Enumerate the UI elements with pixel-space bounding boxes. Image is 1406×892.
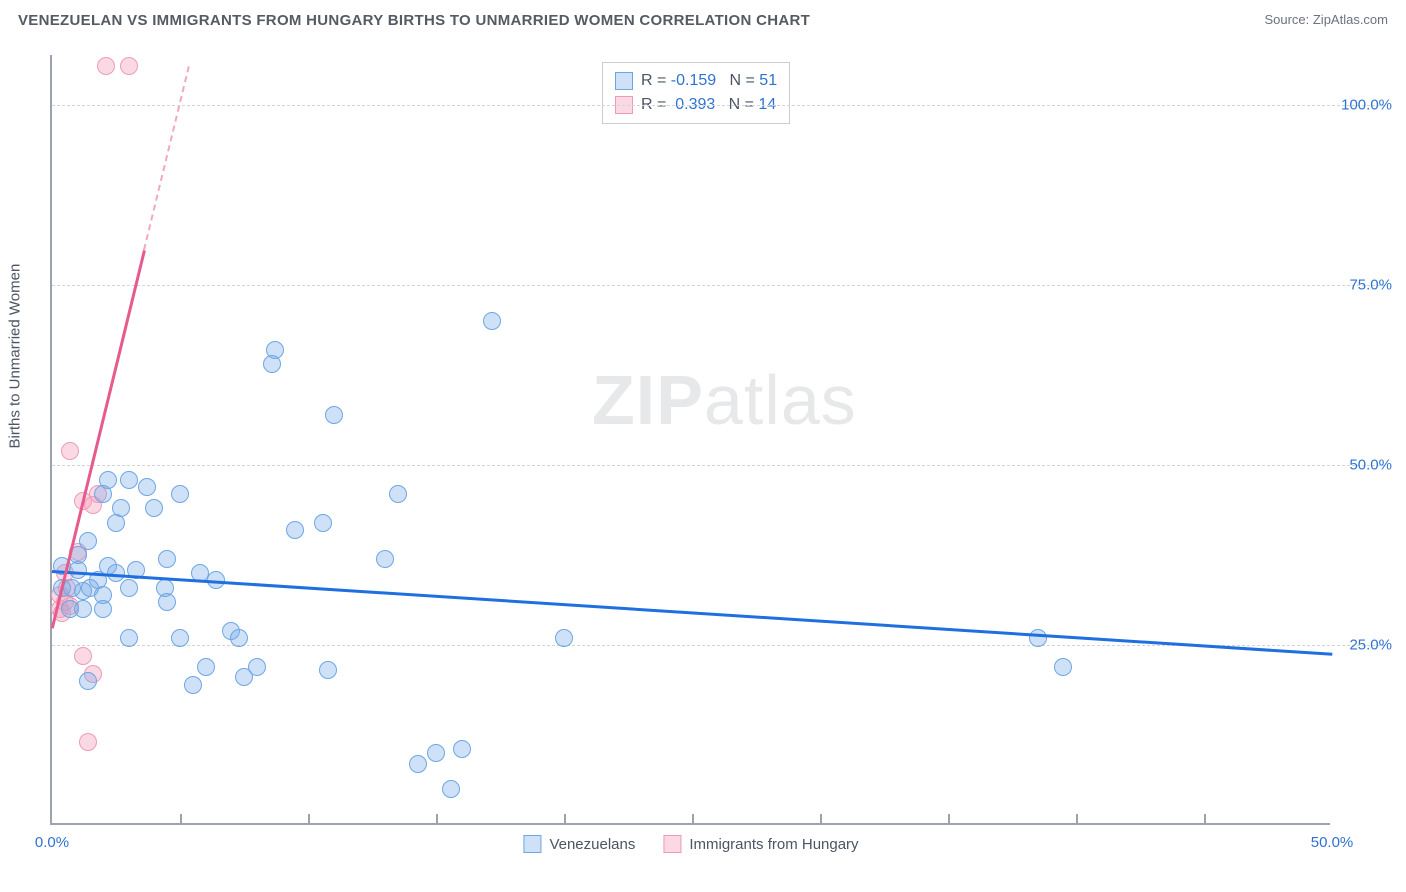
data-point [442,780,460,798]
data-point [145,499,163,517]
source-prefix: Source: [1264,12,1312,27]
data-point [120,57,138,75]
gridline-horizontal [52,465,1385,466]
chart-title: VENEZUELAN VS IMMIGRANTS FROM HUNGARY BI… [18,12,810,29]
data-point [112,499,130,517]
data-point [120,579,138,597]
data-point [248,658,266,676]
x-minor-tick [308,814,310,824]
data-point [61,442,79,460]
data-point [1054,658,1072,676]
series-legend: Venezuelans Immigrants from Hungary [523,835,858,853]
source-name: ZipAtlas.com [1313,12,1388,27]
x-minor-tick [948,814,950,824]
watermark-rest: atlas [704,361,857,439]
legend-swatch [615,72,633,90]
stats-legend: R = -0.159 N = 51R = 0.393 N = 14 [602,62,790,124]
data-point [97,57,115,75]
data-point [79,532,97,550]
data-point [79,672,97,690]
data-point [74,647,92,665]
legend-item: Venezuelans [523,835,635,853]
data-point [427,744,445,762]
data-point [158,550,176,568]
data-point [453,740,471,758]
watermark: ZIPatlas [592,360,857,440]
watermark-bold: ZIP [592,361,704,439]
regression-line-extension [143,67,190,251]
x-tick-label: 50.0% [1311,834,1354,851]
legend-swatch [523,835,541,853]
legend-item: Immigrants from Hungary [663,835,858,853]
data-point [74,600,92,618]
data-point [138,478,156,496]
legend-label: Venezuelans [549,836,635,853]
data-point [389,485,407,503]
scatter-plot-area: ZIPatlas R = -0.159 N = 51R = 0.393 N = … [50,55,1330,825]
legend-label: Immigrants from Hungary [689,836,858,853]
y-tick-label: 50.0% [1337,457,1392,474]
data-point [94,600,112,618]
data-point [171,629,189,647]
data-point [99,471,117,489]
y-tick-label: 100.0% [1337,97,1392,114]
gridline-horizontal [52,105,1385,106]
x-minor-tick [1204,814,1206,824]
gridline-horizontal [52,285,1385,286]
x-minor-tick [820,814,822,824]
legend-swatch [663,835,681,853]
x-minor-tick [436,814,438,824]
y-tick-label: 25.0% [1337,637,1392,654]
y-tick-label: 75.0% [1337,277,1392,294]
data-point [120,629,138,647]
x-minor-tick [1076,814,1078,824]
data-point [1029,629,1047,647]
y-axis-title: Births to Unmarried Women [7,264,24,449]
x-tick-label: 0.0% [35,834,69,851]
source-attribution: Source: ZipAtlas.com [1264,12,1388,27]
data-point [197,658,215,676]
data-point [79,733,97,751]
data-point [184,676,202,694]
data-point [314,514,332,532]
chart-header: VENEZUELAN VS IMMIGRANTS FROM HUNGARY BI… [0,0,1406,45]
data-point [483,312,501,330]
data-point [158,593,176,611]
x-minor-tick [180,814,182,824]
stats-legend-row: R = -0.159 N = 51 [615,69,777,93]
data-point [376,550,394,568]
data-point [555,629,573,647]
data-point [120,471,138,489]
data-point [325,406,343,424]
data-point [409,755,427,773]
data-point [319,661,337,679]
x-minor-tick [692,814,694,824]
data-point [171,485,189,503]
data-point [266,341,284,359]
data-point [230,629,248,647]
x-minor-tick [564,814,566,824]
data-point [286,521,304,539]
